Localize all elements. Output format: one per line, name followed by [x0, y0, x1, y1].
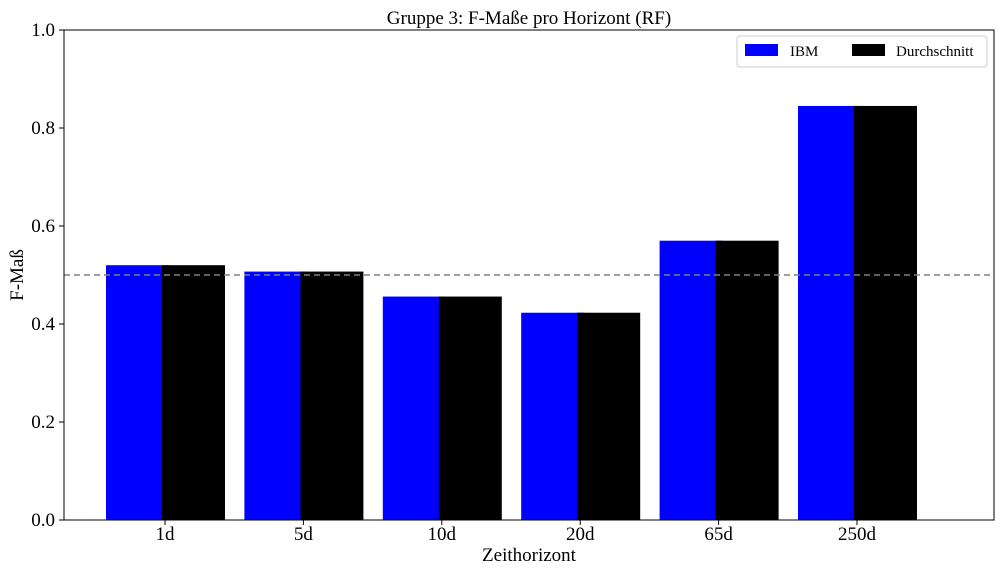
legend-label-ibm: IBM [790, 44, 818, 60]
x-axis-label: Zeithorizont [482, 545, 577, 566]
x-tick-label-10d: 10d [428, 524, 457, 545]
bar-ibm-250d [798, 105, 861, 520]
x-tick-label-1d: 1d [156, 524, 176, 545]
chart-title: Gruppe 3: F-Maße pro Horizont (RF) [387, 8, 671, 29]
bar-ibm-10d [382, 296, 446, 520]
bar-durchschnitt-1d [162, 265, 225, 520]
x-tick-label-5d: 5d [294, 524, 314, 545]
bar-durchschnitt-5d [300, 271, 364, 520]
y-axis: 0.0 0.2 0.4 0.6 0.8 1.0 [31, 20, 64, 531]
bar-durchschnitt-250d [854, 105, 917, 520]
bar-durchschnitt-65d [715, 240, 779, 520]
y-tick-label: 0.4 [31, 314, 55, 335]
bar-ibm-65d [659, 240, 723, 520]
plot-frame [63, 29, 995, 521]
bar-ibm-20d [521, 312, 585, 520]
x-tick-label-65d: 65d [704, 524, 733, 545]
legend: IBM Durchschnitt [736, 35, 988, 68]
bars-group [106, 105, 917, 520]
bar-ibm-1d [106, 265, 169, 520]
x-tick-label-250d: 250d [838, 524, 877, 545]
bar-durchschnitt-20d [577, 312, 641, 520]
y-tick-label: 0.8 [31, 118, 55, 139]
legend-label-durchschnitt: Durchschnitt [896, 44, 974, 60]
y-tick-label: 0.0 [31, 510, 55, 531]
x-tick-label-20d: 20d [566, 524, 595, 545]
legend-swatch-durchschnitt [852, 44, 885, 56]
x-axis: 1d 5d 10d 20d 65d 250d [156, 520, 877, 545]
y-axis-label: F-Maß [7, 249, 28, 301]
y-tick-label: 0.6 [31, 216, 55, 237]
legend-swatch-ibm [745, 44, 778, 56]
y-tick-label: 0.2 [31, 412, 55, 433]
y-tick-label: 1.0 [31, 20, 55, 41]
bar-ibm-5d [244, 271, 308, 520]
bar-durchschnitt-10d [438, 296, 502, 520]
